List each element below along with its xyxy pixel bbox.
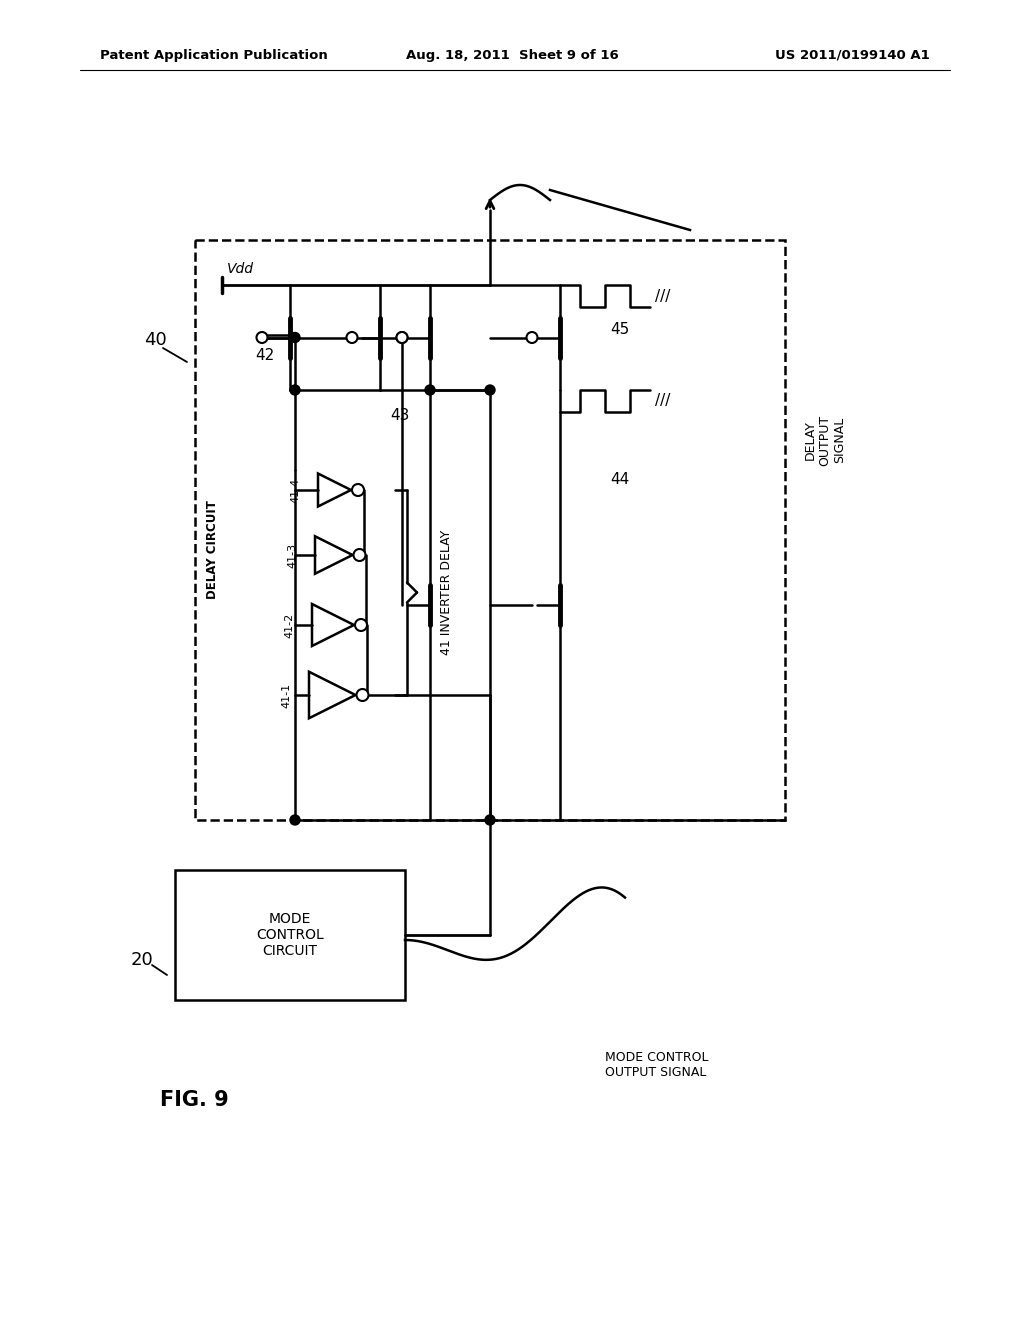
Text: 44: 44 — [610, 473, 630, 487]
Text: 41-2: 41-2 — [284, 612, 294, 638]
Circle shape — [290, 814, 300, 825]
Text: Aug. 18, 2011  Sheet 9 of 16: Aug. 18, 2011 Sheet 9 of 16 — [406, 49, 618, 62]
Circle shape — [485, 814, 495, 825]
Text: US 2011/0199140 A1: US 2011/0199140 A1 — [775, 49, 930, 62]
Bar — [195, 240, 785, 820]
Text: 43: 43 — [390, 408, 410, 422]
Circle shape — [352, 484, 364, 496]
Text: Patent Application Publication: Patent Application Publication — [100, 49, 328, 62]
Text: MODE
CONTROL
CIRCUIT: MODE CONTROL CIRCUIT — [256, 912, 324, 958]
Text: 20: 20 — [131, 950, 154, 969]
Text: DELAY CIRCUIT: DELAY CIRCUIT — [207, 500, 219, 599]
Text: 41-4: 41-4 — [290, 478, 300, 503]
Circle shape — [346, 333, 357, 343]
Text: 41-1: 41-1 — [281, 682, 291, 708]
Text: Vdd: Vdd — [227, 261, 254, 276]
Circle shape — [256, 333, 267, 343]
Text: ///: /// — [655, 289, 671, 304]
Text: 42: 42 — [255, 347, 274, 363]
Circle shape — [290, 333, 300, 342]
Text: FIG. 9: FIG. 9 — [160, 1090, 228, 1110]
Text: ///: /// — [655, 393, 671, 408]
Circle shape — [290, 385, 300, 395]
Circle shape — [526, 333, 538, 343]
Circle shape — [396, 333, 408, 343]
Text: 41 INVERTER DELAY: 41 INVERTER DELAY — [440, 529, 454, 655]
Circle shape — [355, 619, 367, 631]
Circle shape — [353, 549, 366, 561]
Text: 41-3: 41-3 — [287, 543, 297, 568]
Circle shape — [396, 333, 408, 343]
Text: 45: 45 — [610, 322, 630, 338]
Text: 40: 40 — [143, 331, 166, 348]
Text: DELAY
OUTPUT
SIGNAL: DELAY OUTPUT SIGNAL — [804, 414, 847, 466]
Circle shape — [425, 385, 435, 395]
Circle shape — [356, 689, 369, 701]
Bar — [175, 870, 406, 1001]
Text: MODE CONTROL
OUTPUT SIGNAL: MODE CONTROL OUTPUT SIGNAL — [605, 1051, 709, 1078]
Circle shape — [485, 385, 495, 395]
